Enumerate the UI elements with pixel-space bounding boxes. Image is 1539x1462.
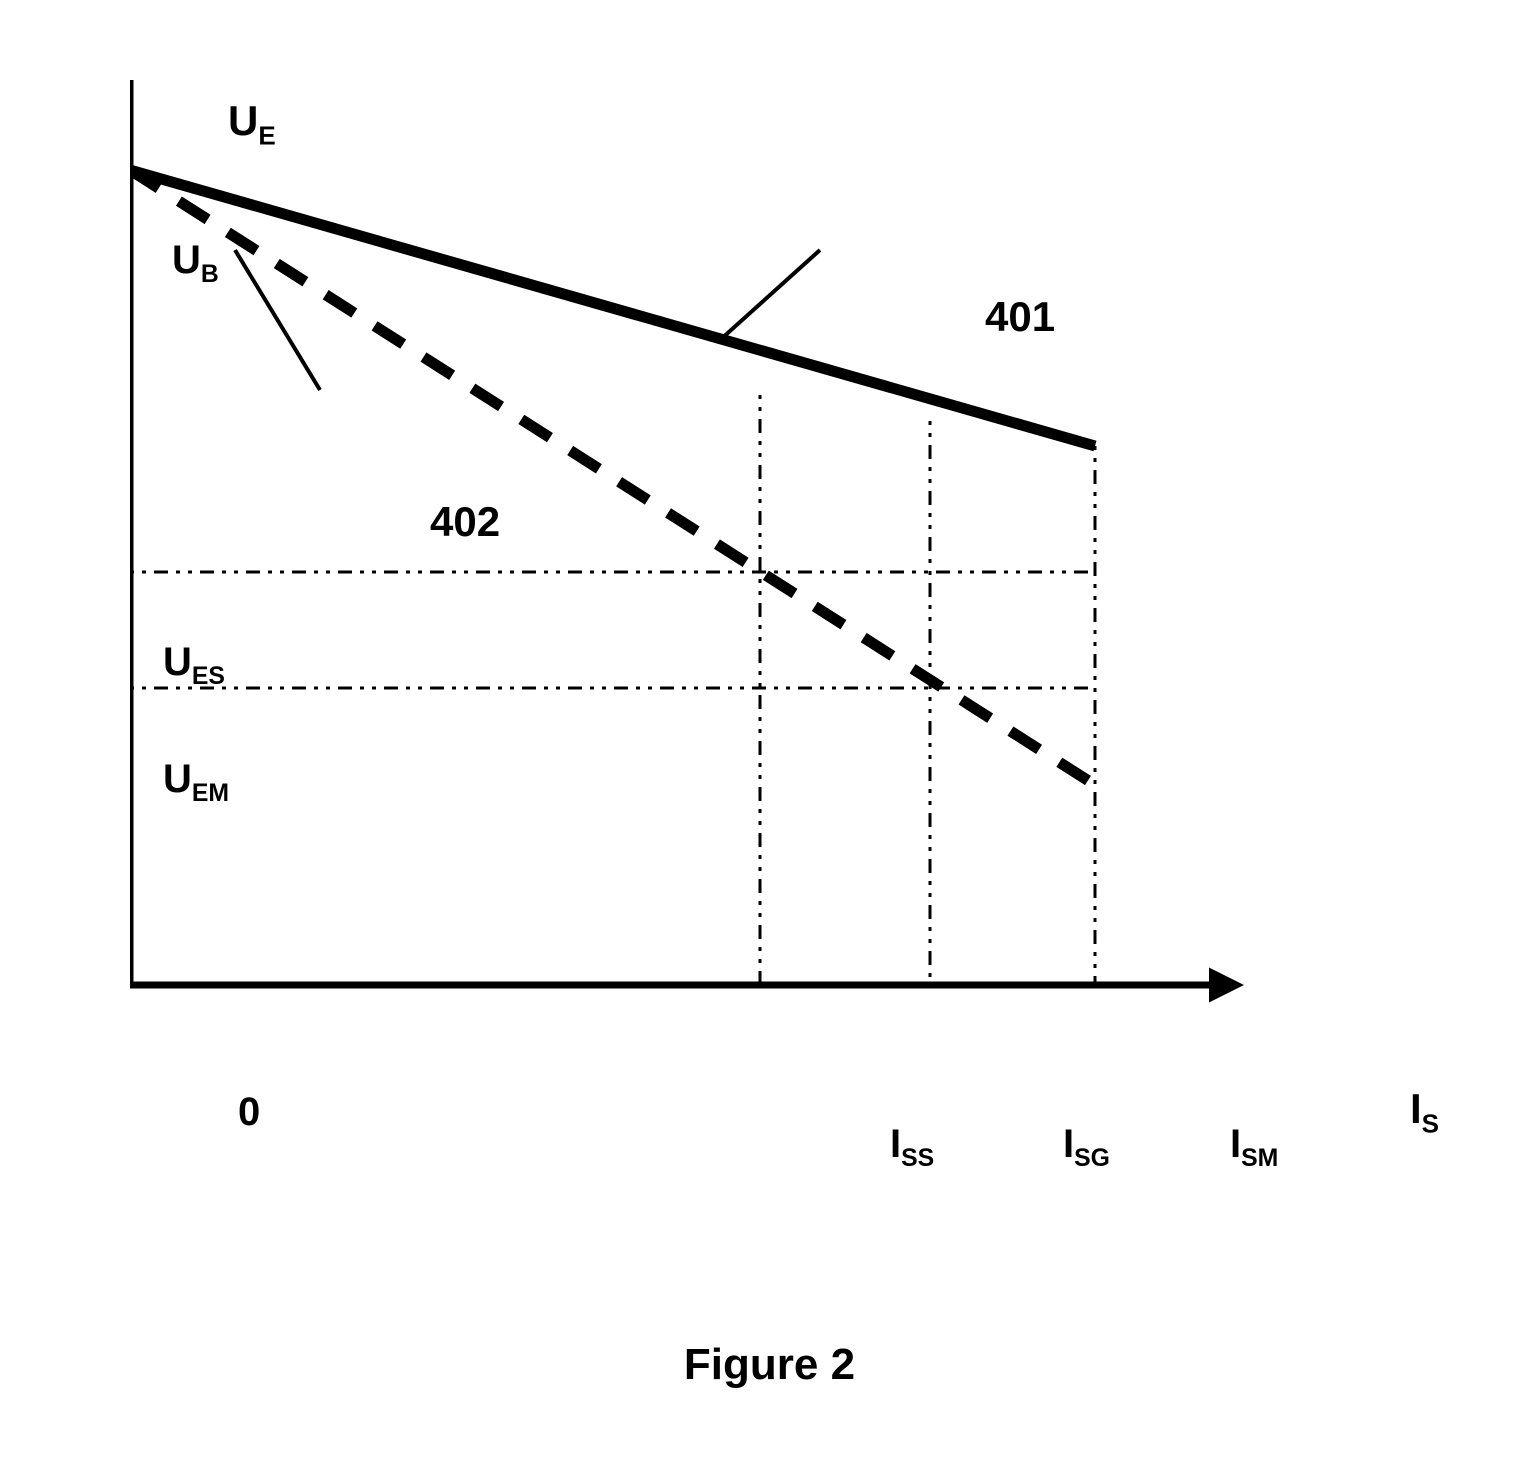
series-402 (130, 170, 1095, 785)
xtick-iss: ISS (890, 1122, 934, 1173)
ytick-uem: UEM (163, 757, 229, 808)
series-401 (130, 170, 1095, 446)
xtick-isg: ISG (1063, 1122, 1110, 1173)
voltage-current-chart (130, 80, 1430, 1180)
callout-402 (235, 250, 320, 390)
series-402-label: 402 (430, 498, 500, 546)
xtick-ism: ISM (1230, 1122, 1278, 1173)
series-401-label: 401 (985, 293, 1055, 341)
callout-401 (720, 250, 820, 340)
ytick-ues: UES (163, 640, 225, 691)
figure-caption: Figure 2 (0, 1340, 1539, 1390)
origin-label: 0 (238, 1090, 260, 1135)
ytick-ub: UB (172, 238, 219, 289)
x-axis-title: IS (1410, 1085, 1439, 1139)
y-axis-title: UE (228, 97, 276, 151)
